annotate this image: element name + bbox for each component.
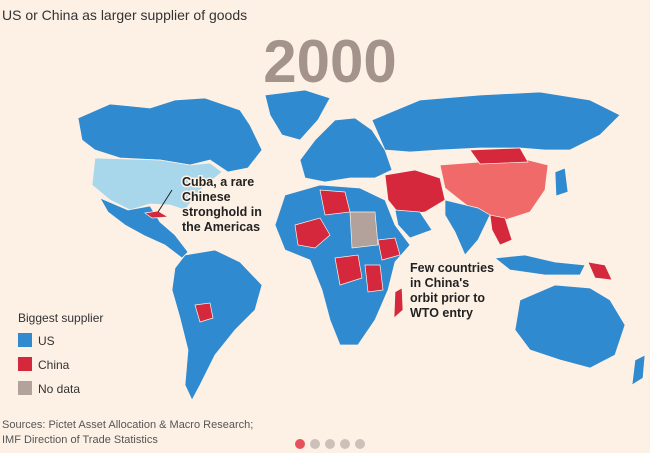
page-dot[interactable] [295, 439, 305, 449]
new-zealand [631, 354, 646, 386]
arabia [394, 209, 433, 239]
legend-label: US [38, 334, 55, 348]
page-dot[interactable] [355, 439, 365, 449]
europe [299, 117, 393, 183]
source: Sources: Pictet Asset Allocation & Macro… [2, 419, 253, 431]
annotation-line: Chinese [182, 190, 231, 204]
annotation: Few countries in China's orbit prior to WTO… [410, 261, 494, 320]
annotation-line: WTO entry [410, 306, 473, 320]
annotation-leader [157, 189, 173, 213]
canada [77, 97, 263, 173]
japan [554, 167, 569, 197]
tanzania [364, 264, 384, 293]
pagination [295, 439, 365, 449]
paraguay [194, 302, 214, 323]
west-africa [294, 217, 331, 249]
mongolia [469, 147, 529, 165]
legend: US China No data [18, 333, 80, 396]
title: US or China as larger supplier of goods [2, 7, 247, 23]
legend-label: China [38, 358, 70, 372]
year: 2000 [263, 28, 396, 95]
annotation: Cuba, a rare Chinese stronghold in the Amer… [182, 175, 262, 234]
annotation-line: orbit prior to [410, 291, 485, 305]
legend-swatch [18, 333, 32, 347]
indonesia [494, 254, 586, 276]
india [444, 199, 491, 256]
libya [319, 189, 351, 216]
indochina [489, 214, 513, 246]
legend-swatch [18, 357, 32, 371]
ethiopia [377, 237, 401, 261]
page-dot[interactable] [325, 439, 335, 449]
greenland [264, 89, 331, 141]
source: IMF Direction of Trade Statistics [2, 434, 158, 446]
annotation-line: Cuba, a rare [182, 175, 254, 189]
page-dot[interactable] [310, 439, 320, 449]
australia [514, 284, 626, 369]
page-dot[interactable] [340, 439, 350, 449]
russia [371, 91, 621, 153]
legend-swatch [18, 381, 32, 395]
legend-label: No data [38, 382, 80, 396]
world-map [77, 89, 646, 401]
papua-new-guinea [587, 261, 613, 281]
legend-title: Biggest supplier [18, 311, 103, 325]
annotation-line: the Americas [182, 220, 260, 234]
south-america [171, 249, 263, 401]
cuba [144, 210, 170, 219]
annotation-line: Few countries [410, 261, 494, 275]
middle-east [384, 169, 446, 216]
congo [334, 254, 363, 286]
united-states [91, 157, 223, 211]
madagascar [393, 287, 404, 319]
annotation-line: in China's [410, 276, 469, 290]
annotation-line: stronghold in [182, 205, 262, 219]
sudan [349, 211, 379, 249]
